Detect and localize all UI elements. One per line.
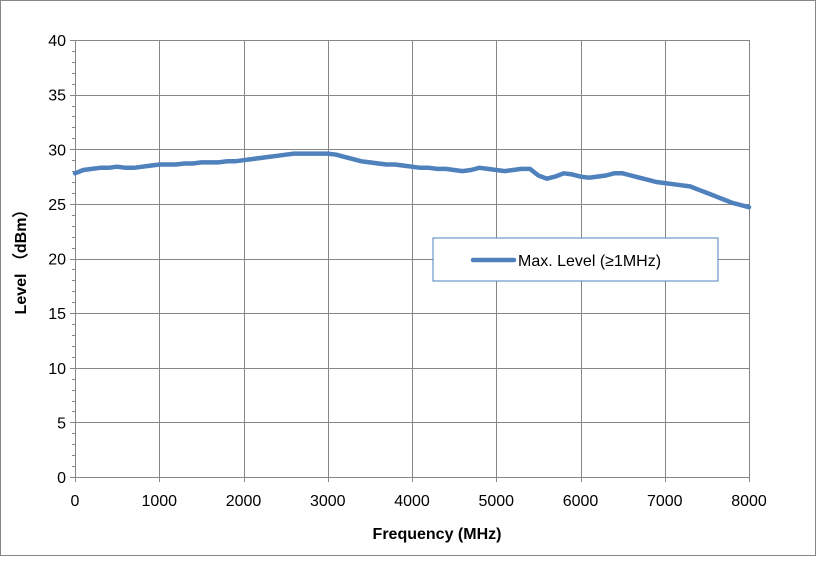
series-layer bbox=[72, 151, 752, 210]
y-tick-label: 0 bbox=[57, 470, 66, 487]
y-tick-label: 20 bbox=[48, 252, 66, 269]
y-tick-label: 15 bbox=[48, 306, 66, 323]
legend-label: Max. Level (≥1MHz) bbox=[518, 253, 661, 270]
x-tick-label: 0 bbox=[71, 493, 80, 510]
gridlines bbox=[75, 40, 750, 477]
y-tick-label: 5 bbox=[57, 415, 66, 432]
x-axis-title: Frequency (MHz) bbox=[373, 526, 502, 543]
series-line bbox=[72, 151, 752, 210]
y-tick-label: 35 bbox=[48, 88, 66, 105]
x-tick-label: 6000 bbox=[563, 493, 599, 510]
x-tick-label: 4000 bbox=[394, 493, 430, 510]
x-tick-label: 7000 bbox=[647, 493, 683, 510]
y-tick-label: 10 bbox=[48, 361, 66, 378]
y-axis-title: Level （dBm） bbox=[12, 202, 30, 315]
x-tick-label: 3000 bbox=[310, 493, 346, 510]
x-tick-label: 2000 bbox=[226, 493, 262, 510]
y-tick-label: 30 bbox=[48, 142, 66, 159]
y-tick-label: 40 bbox=[48, 33, 66, 50]
x-tick-label: 8000 bbox=[731, 493, 767, 510]
y-tick-label: 25 bbox=[48, 197, 66, 214]
legend-box bbox=[432, 237, 719, 282]
x-tick-label: 5000 bbox=[478, 493, 514, 510]
x-tick-label: 1000 bbox=[141, 493, 177, 510]
legend: Max. Level (≥1MHz) bbox=[432, 237, 719, 282]
axes: 0 5 10 15 20 25 30 35 40 0 1000 2000 3000 4000 5000 600… bbox=[48, 33, 767, 510]
